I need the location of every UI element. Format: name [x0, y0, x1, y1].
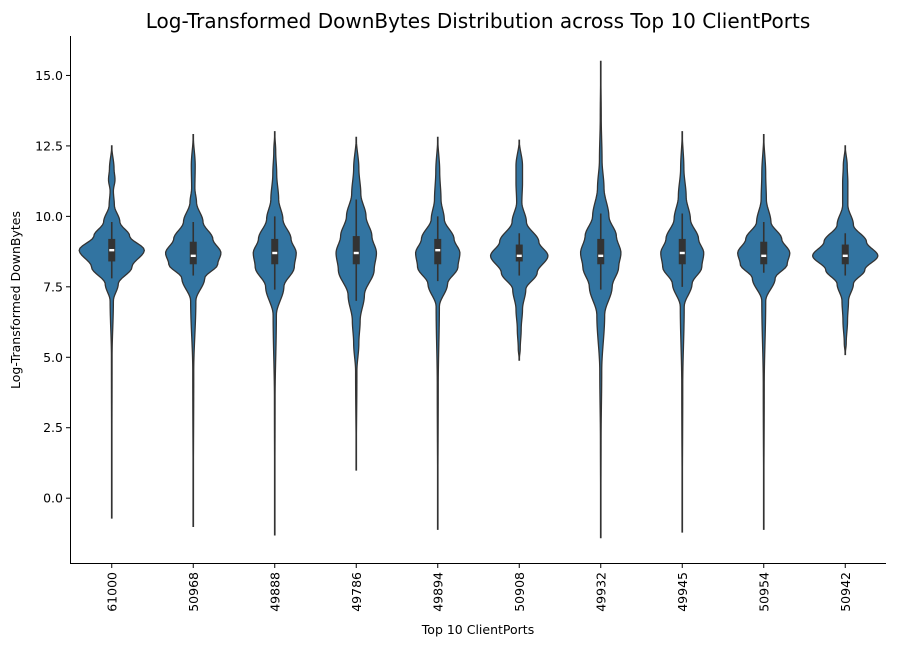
- violin-iqr-box: [271, 238, 279, 265]
- violin-body: [579, 60, 622, 539]
- violin-body: [414, 136, 461, 530]
- violin-49786: [335, 136, 378, 471]
- y-axis-label: Log-Transformed DownBytes: [8, 211, 23, 389]
- y-tick-label: 7.5: [43, 279, 63, 294]
- violin-iqr-box: [189, 241, 197, 265]
- violin-49894: [414, 136, 461, 530]
- x-tick-label: 49945: [675, 572, 690, 612]
- y-tick-label: 5.0: [43, 350, 63, 365]
- chart-title: Log-Transformed DownBytes Distribution a…: [146, 9, 810, 33]
- y-tick-label: 2.5: [43, 420, 63, 435]
- violin-49888: [252, 131, 297, 536]
- violin-iqr-box: [434, 238, 442, 265]
- violin-median: [516, 254, 522, 258]
- x-tick-label: 50954: [756, 572, 771, 612]
- violin-median: [190, 254, 196, 258]
- violin-50954: [737, 133, 791, 530]
- violin-iqr-box: [760, 241, 768, 265]
- violin-median: [842, 254, 848, 258]
- y-tick-label: 15.0: [35, 68, 63, 83]
- violin-median: [679, 251, 685, 255]
- violin-49932: [579, 60, 622, 539]
- violin-iqr-box: [515, 244, 523, 262]
- x-tick-label: 49894: [430, 572, 445, 612]
- y-tick-label: 10.0: [35, 209, 63, 224]
- violin-body: [335, 136, 378, 471]
- x-tick-label: 50942: [838, 572, 853, 612]
- x-ticks: 61000 50968 49888 49786 49894 50908 49932 49945…: [104, 563, 853, 612]
- x-tick-label: 50908: [512, 572, 527, 612]
- x-tick-label: 50968: [186, 572, 201, 612]
- x-tick-label: 61000: [104, 572, 119, 612]
- violin-body: [78, 145, 146, 519]
- violin-50908: [489, 139, 549, 361]
- violin-iqr-box: [352, 236, 360, 265]
- violin-61000: [78, 145, 146, 519]
- violin-median: [761, 254, 767, 258]
- violin-50968: [164, 133, 222, 528]
- violin-50942: [812, 145, 879, 356]
- violin-body: [252, 131, 297, 536]
- violin-body: [164, 133, 222, 528]
- violin-median: [353, 251, 359, 255]
- violin-body: [660, 131, 705, 533]
- violins-layer: [78, 60, 879, 539]
- y-ticks: 0.0 2.5 5.0 7.5 10.0 12.5 15.0: [35, 68, 71, 506]
- violin-iqr-box: [678, 238, 686, 265]
- x-tick-label: 49888: [267, 572, 282, 612]
- violin-median: [598, 254, 604, 258]
- violin-median: [272, 251, 278, 255]
- y-tick-label: 12.5: [35, 138, 63, 153]
- violin-iqr-box: [841, 244, 849, 265]
- violin-49945: [660, 131, 705, 533]
- violin-iqr-box: [597, 238, 605, 265]
- x-tick-label: 49786: [349, 572, 364, 612]
- x-axis-label: Top 10 ClientPorts: [421, 622, 534, 637]
- violin-body: [737, 133, 791, 530]
- violin-median: [109, 248, 115, 252]
- y-tick-label: 0.0: [43, 491, 63, 506]
- x-tick-label: 49932: [593, 572, 608, 612]
- violin-median: [435, 248, 441, 252]
